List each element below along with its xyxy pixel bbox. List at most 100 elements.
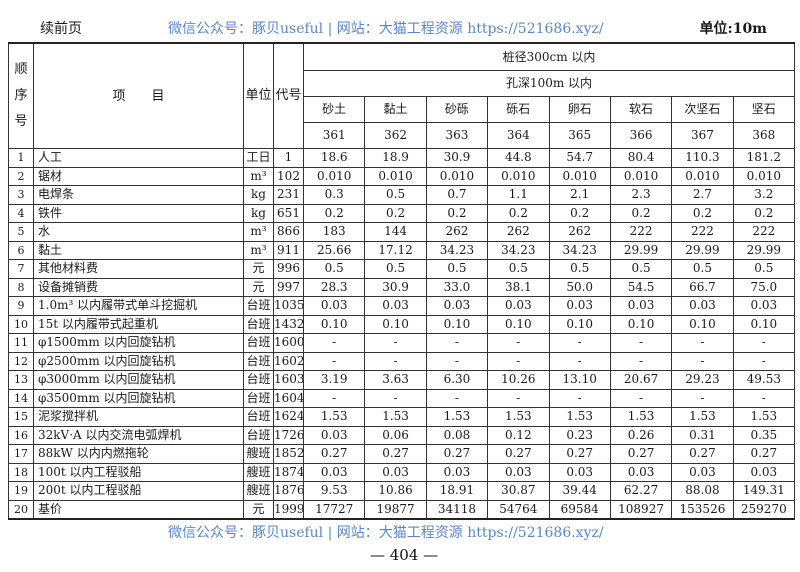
row-item: 基价 (33, 499, 244, 520)
header-pile-diameter: 桩径300cm 以内 (303, 42, 795, 71)
table-row: 17 88kW 以内内燃拖轮 艘班 1852 0.27 0.27 0.27 0.27 0.27 0… (8, 444, 796, 464)
row-unit: 台班 (243, 407, 274, 427)
row-value: 3.19 (302, 370, 366, 390)
row-value: 222 (671, 222, 734, 242)
row-value: 0.08 (425, 425, 489, 445)
row-value: 88.08 (671, 481, 734, 501)
page-header: 续前页 微信公众号：豚贝useful | 网站：大猫工程资源 https://5… (0, 16, 800, 38)
row-unit: m³ (243, 222, 274, 242)
row-value: 0.10 (609, 314, 673, 334)
row-value: 0.23 (548, 425, 611, 445)
row-value: 0.10 (487, 314, 550, 334)
table-row: 14 φ3500mm 以内回旋钻机 台班 1604- - - - - - - - (8, 388, 796, 408)
row-value: 0.2 (302, 203, 366, 223)
row-value: - (364, 388, 427, 408)
soil-type-header: 砂砾 (425, 96, 489, 123)
row-value: 2.3 (609, 185, 673, 205)
soil-type-header: 软石 (609, 96, 673, 123)
soil-type-header: 坚石 (732, 96, 796, 123)
row-value: 9.53 (302, 481, 366, 501)
header-seq: 顺序号 (8, 42, 34, 149)
row-seq: 2 (8, 166, 34, 186)
row-value: 0.27 (671, 444, 734, 464)
row-value: - (548, 388, 611, 408)
row-value: 30.9 (364, 277, 427, 297)
row-value: 0.27 (364, 444, 427, 464)
row-value: 1.53 (732, 407, 796, 427)
row-item: 100t 以内工程驳船 (33, 462, 244, 482)
row-value: 110.3 (671, 148, 734, 168)
row-unit: 元 (243, 499, 274, 520)
row-value: 39.44 (548, 481, 611, 501)
row-value: - (425, 351, 489, 371)
row-value: 66.7 (671, 277, 734, 297)
row-item: 其他材料费 (33, 259, 244, 279)
table-row: 18 100t 以内工程驳船 艘班 1874 0.03 0.03 0.03 0.03 0.03 0… (8, 462, 796, 482)
row-value: 75.0 (732, 277, 796, 297)
row-value: 0.10 (425, 314, 489, 334)
row-value: - (487, 388, 550, 408)
row-value: 0.3 (302, 185, 366, 205)
row-unit: 艘班 (243, 444, 274, 464)
row-value: 181.2 (732, 148, 796, 168)
row-value: 34.23 (487, 240, 550, 260)
row-value: 0.03 (487, 296, 550, 316)
row-value: - (425, 333, 489, 353)
row-value: 18.6 (302, 148, 366, 168)
row-seq: 12 (8, 351, 34, 371)
row-item: φ3000mm 以内回旋钻机 (33, 370, 244, 390)
row-value: 0.03 (425, 462, 489, 482)
row-seq: 3 (8, 185, 34, 205)
watermark: 微信公众号：豚贝useful | 网站：大猫工程资源 https://52168… (168, 21, 604, 37)
soil-type-header: 砂土 (302, 96, 366, 123)
row-value: 30.87 (487, 481, 550, 501)
row-code: 1874 (273, 462, 304, 482)
row-value: 0.03 (548, 296, 611, 316)
header-hole-depth: 孔深100m 以内 (303, 70, 795, 97)
row-value: 0.010 (732, 166, 796, 186)
row-code: 1603 (273, 370, 304, 390)
row-item: 电焊条 (33, 185, 244, 205)
row-value: 50.0 (548, 277, 611, 297)
row-value: 28.3 (302, 277, 366, 297)
row-value: 0.010 (487, 166, 550, 186)
row-value: 0.10 (671, 314, 734, 334)
row-value: 38.1 (487, 277, 550, 297)
row-value: 2.1 (548, 185, 611, 205)
row-value: 1.53 (364, 407, 427, 427)
row-value: 0.03 (671, 296, 734, 316)
row-value: 29.99 (671, 240, 734, 260)
row-value: 222 (609, 222, 673, 242)
table-row: 3 电焊条 kg 231 0.3 0.5 0.7 1.1 2.1 2.3 2.7 3.2 (8, 185, 796, 205)
row-item: 人工 (33, 148, 244, 168)
row-value: 17.12 (364, 240, 427, 260)
row-value: 18.91 (425, 481, 489, 501)
row-unit: 元 (243, 277, 274, 297)
row-value: 0.5 (364, 259, 427, 279)
unit-label: 单位:10m (699, 21, 767, 37)
row-code: 1876 (273, 481, 304, 501)
row-value: 0.10 (732, 314, 796, 334)
row-seq: 11 (8, 333, 34, 353)
row-item: 200t 以内工程驳船 (33, 481, 244, 501)
soil-type-header: 砾石 (487, 96, 550, 123)
table-row: 13 φ3000mm 以内回旋钻机 台班 1603 3.19 3.63 6.30 10.26 1… (8, 370, 796, 390)
row-code: 866 (273, 222, 304, 242)
row-seq: 10 (8, 314, 34, 334)
soil-type-header: 卵石 (548, 96, 611, 123)
row-seq: 18 (8, 462, 34, 482)
row-value: 149.31 (732, 481, 796, 501)
quota-code-header: 368 (732, 122, 796, 149)
row-seq: 5 (8, 222, 34, 242)
row-value: 0.27 (732, 444, 796, 464)
header-code: 代号 (273, 42, 304, 149)
row-value: - (732, 351, 796, 371)
row-value: 0.03 (302, 425, 366, 445)
row-value: 0.10 (548, 314, 611, 334)
row-unit: 台班 (243, 314, 274, 334)
row-value: 34118 (425, 499, 489, 520)
table-row: 4 铁件 kg 651 0.2 0.2 0.2 0.2 0.2 0.2 0.2 0.2 (8, 203, 796, 223)
row-value: 262 (425, 222, 489, 242)
table-row: 10 15t 以内履带式起重机 台班 1432 0.10 0.10 0.10 0.10 0.10… (8, 314, 796, 334)
table-row: 6 黏土 m³ 911 25.66 17.12 34.23 34.23 34.23 29.99 29… (8, 240, 796, 260)
